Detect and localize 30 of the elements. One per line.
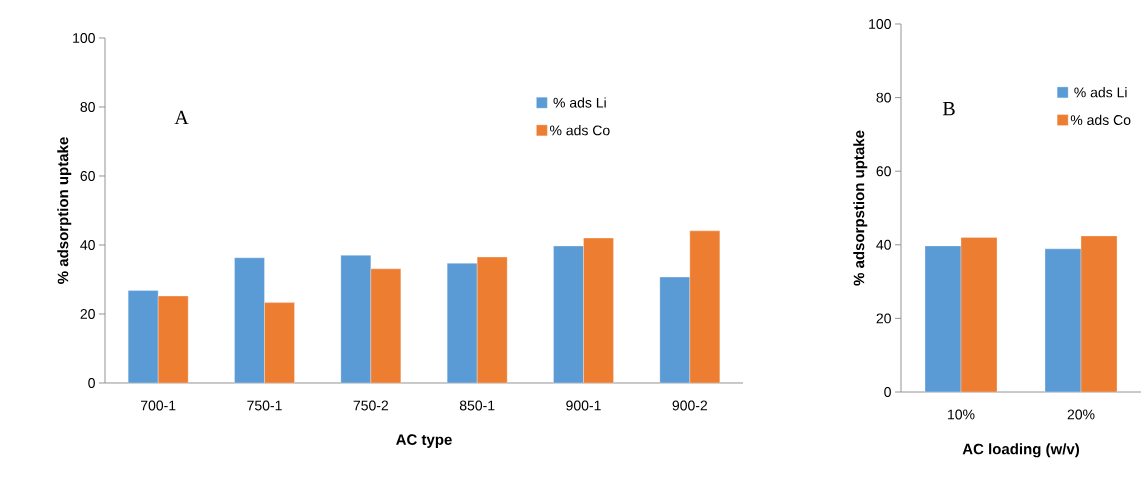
annotation: A (174, 110, 189, 124)
x-tick-label: 900-1 (566, 400, 601, 411)
x-axis-title: AC type (396, 434, 452, 448)
x-tick-label: 750-1 (247, 400, 282, 411)
x-tick-label: 850-1 (459, 400, 495, 411)
y-tick-label: 80 (80, 102, 95, 112)
x-tick-label: 750-2 (353, 400, 389, 411)
legend-label: % ads Co (550, 125, 610, 136)
y-tick-label: 100 (869, 19, 891, 29)
x-tick-label: 900-2 (672, 400, 708, 411)
x-tick-label: 20% (1067, 409, 1095, 420)
x-tick-label: 700-1 (140, 400, 176, 411)
y-tick-label: 40 (876, 239, 891, 250)
legend-label: % ads Li (553, 97, 606, 108)
y-tick-label: 60 (876, 166, 891, 177)
y-tick-label: 0 (884, 387, 891, 397)
legend-label: % ads Co (1070, 114, 1131, 126)
x-tick-label: 10% (948, 409, 975, 420)
x-axis-title: AC loading (w/v) (962, 443, 1080, 458)
annotation: B (942, 102, 955, 116)
y-tick-label: 20 (80, 309, 95, 319)
legend-label: % ads Li (1074, 87, 1127, 98)
y-tick-label: 0 (88, 378, 95, 388)
y-axis-title: % adsorpstion uptake (853, 130, 868, 286)
y-axis-title: % adsorption uptake (57, 137, 72, 284)
y-tick-label: 20 (876, 313, 891, 324)
y-tick-label: 60 (80, 171, 95, 181)
y-tick-label: 40 (80, 240, 95, 250)
y-tick-label: 80 (876, 92, 891, 103)
y-tick-label: 100 (73, 33, 95, 43)
